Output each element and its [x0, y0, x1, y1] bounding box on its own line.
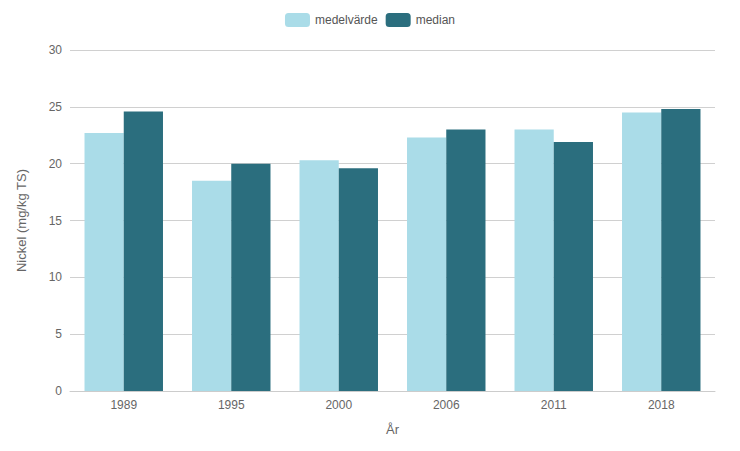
- svg-text:2006: 2006: [433, 398, 460, 412]
- svg-text:30: 30: [49, 43, 63, 57]
- svg-text:median: median: [416, 13, 455, 27]
- svg-text:År: År: [386, 422, 400, 437]
- svg-text:1995: 1995: [218, 398, 245, 412]
- svg-text:2011: 2011: [541, 398, 567, 412]
- svg-text:1989: 1989: [110, 398, 137, 412]
- svg-text:10: 10: [49, 270, 63, 284]
- svg-text:medelvärde: medelvärde: [315, 13, 378, 27]
- svg-text:Nickel (mg/kg TS): Nickel (mg/kg TS): [14, 169, 29, 272]
- svg-text:25: 25: [49, 100, 63, 114]
- svg-text:0: 0: [55, 384, 62, 398]
- svg-text:2000: 2000: [325, 398, 352, 412]
- svg-text:2018: 2018: [648, 398, 675, 412]
- svg-text:5: 5: [55, 327, 62, 341]
- svg-text:15: 15: [49, 214, 63, 228]
- svg-text:20: 20: [49, 157, 63, 171]
